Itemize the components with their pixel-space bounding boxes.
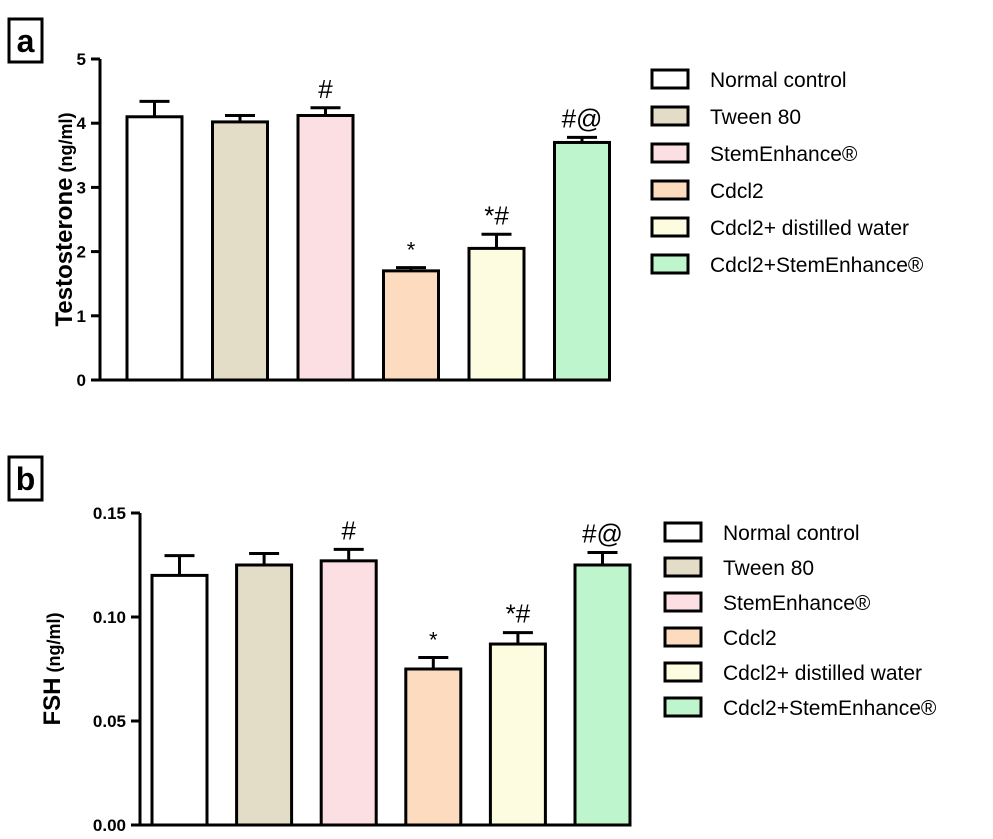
bar: [150, 573, 209, 827]
significance-mark: *#: [484, 200, 509, 230]
chart-panel-b: b 0.00 0.05 0.10 0.15 FSH (ng/ml) # * *# #@ Normal…: [7, 455, 937, 835]
legend-label: Cdcl2: [710, 180, 764, 203]
y-tick-label: 0.10: [93, 608, 126, 627]
bar: [125, 115, 184, 382]
y-tick-label: 2: [77, 243, 86, 262]
bar: [296, 113, 355, 382]
y-tick-label: 0.05: [93, 712, 126, 731]
bar: [467, 246, 526, 382]
significance-mark: #: [318, 74, 333, 104]
bar: [235, 563, 294, 827]
legend-swatch: [650, 142, 690, 164]
legend-swatch: [663, 626, 703, 648]
bar: [488, 642, 547, 827]
legend-swatch: [650, 216, 690, 238]
legend-label: StemEnhance®: [723, 592, 871, 615]
panel-label-box: [7, 17, 44, 64]
legend-swatch: [663, 591, 703, 613]
bar: [211, 120, 269, 382]
y-tick-label: 1: [77, 307, 86, 326]
legend-label: Normal control: [723, 522, 860, 545]
significance-mark: #@: [562, 103, 603, 133]
y-axis-title: Testosterone (ng/ml): [51, 113, 78, 327]
legend-label: Tween 80: [710, 106, 801, 129]
bar: [573, 563, 632, 827]
panel-label: a: [17, 23, 35, 59]
legend-label: Normal control: [710, 69, 847, 92]
y-tick-label: 3: [77, 178, 86, 197]
legend-label: Cdcl2+StemEnhance®: [710, 254, 924, 277]
bar: [404, 667, 463, 827]
y-tick-label: 4: [77, 114, 87, 133]
y-axis-title-main: FSH: [39, 678, 66, 726]
legend-swatch: [663, 521, 703, 543]
y-tick-label: 0.15: [93, 504, 126, 523]
bar: [319, 559, 378, 827]
legend-label: Cdcl2+ distilled water: [723, 662, 922, 685]
y-tick-label: 5: [77, 50, 86, 69]
legend-swatch: [650, 253, 690, 275]
legend-swatch: [650, 68, 690, 90]
bar: [553, 140, 611, 382]
significance-mark: *#: [506, 599, 531, 629]
legend-label: Cdcl2+ distilled water: [710, 217, 909, 240]
legend-swatch: [663, 556, 703, 578]
y-tick-label: 0.00: [93, 816, 126, 835]
y-axis-title-unit: (ng/ml): [44, 612, 64, 672]
y-axis-title-main: Testosterone: [51, 178, 78, 327]
significance-mark: *: [407, 238, 416, 263]
legend-swatch: [650, 105, 690, 127]
legend-swatch: [650, 179, 690, 201]
legend-label: Cdcl2+StemEnhance®: [723, 697, 937, 720]
legend-label: Cdcl2: [723, 627, 777, 650]
significance-mark: *: [429, 628, 438, 653]
legend-swatch: [663, 696, 703, 718]
significance-mark: #: [341, 515, 356, 545]
y-axis-title: FSH (ng/ml): [39, 612, 66, 725]
legend-swatch: [663, 661, 703, 683]
legend-label: StemEnhance®: [710, 143, 858, 166]
panel-label-box: [7, 455, 44, 502]
legend-label: Tween 80: [723, 557, 814, 580]
significance-mark: #@: [582, 519, 623, 549]
y-axis-title-unit: (ng/ml): [56, 113, 76, 173]
chart-panel-a: a 0 1 2 3 4 5 Testosterone (ng/ml) # * *# #@ Normal …: [7, 17, 924, 390]
y-tick-label: 0: [77, 371, 86, 390]
bar: [382, 269, 440, 382]
panel-label: b: [16, 461, 36, 497]
